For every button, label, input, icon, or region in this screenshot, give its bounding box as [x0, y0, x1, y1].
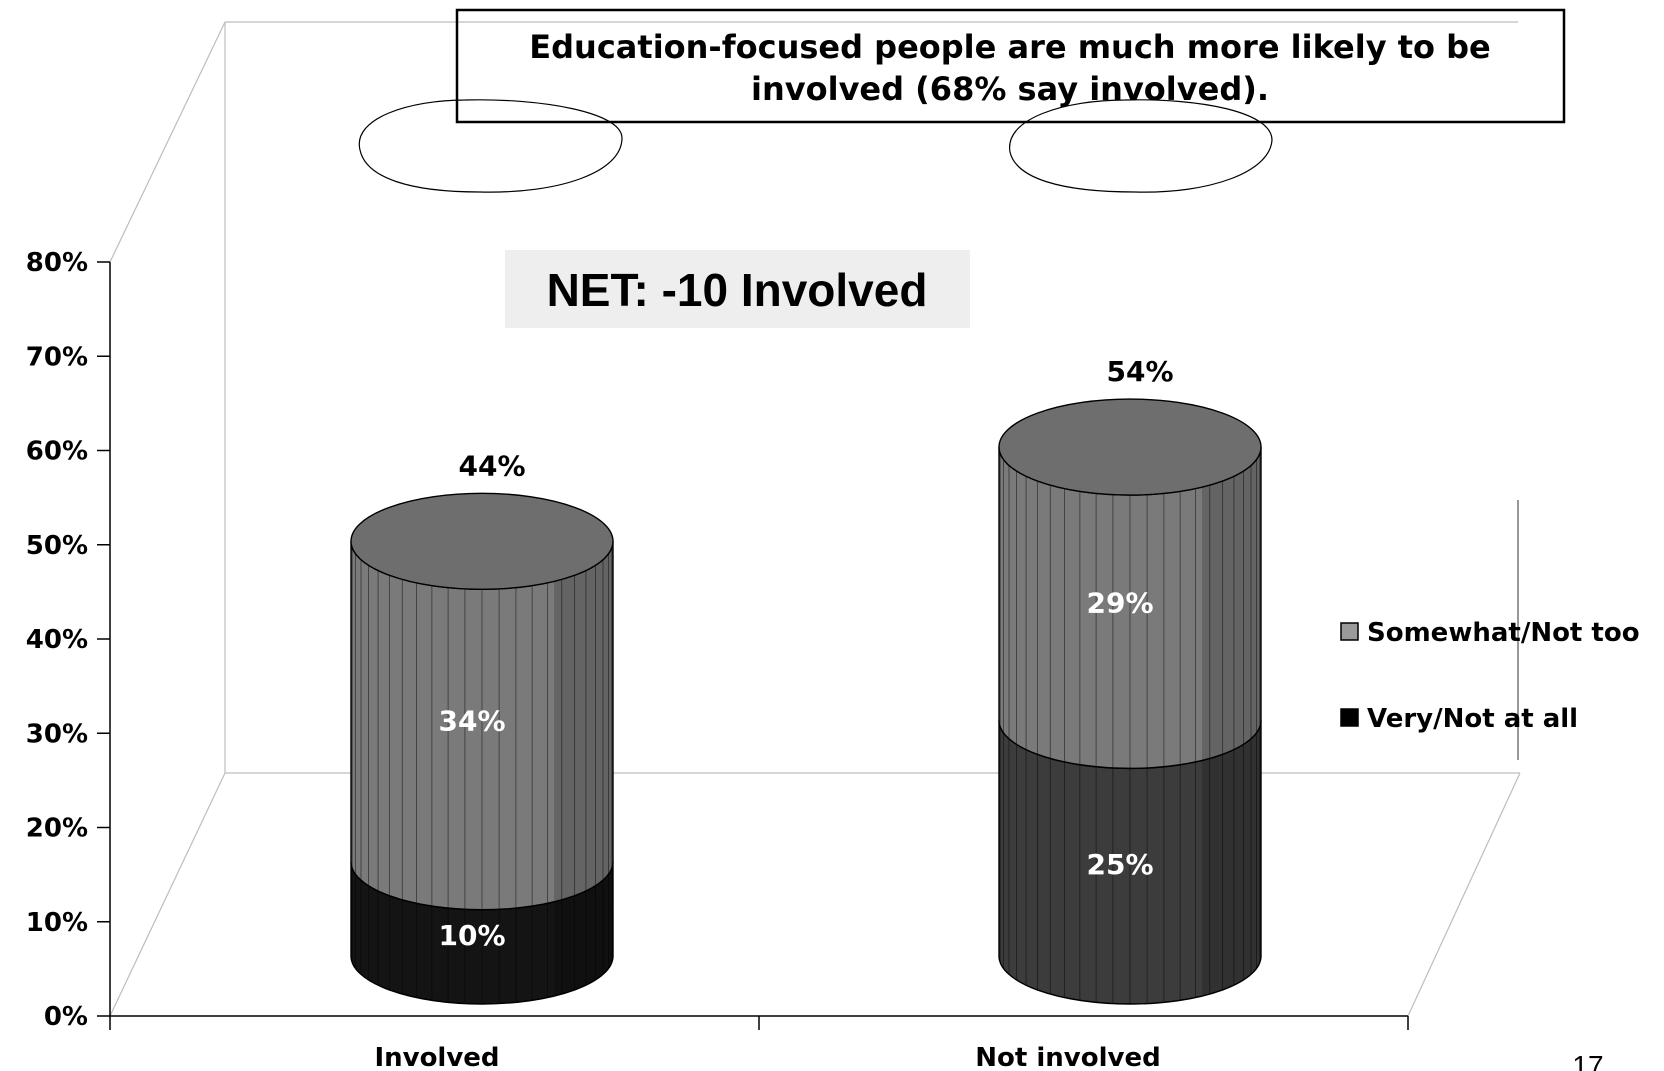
y-tick-label: 50% — [26, 531, 88, 561]
y-axis-ticks: 0% 10% 20% 30% 40% 50% 60% 70% 80% — [26, 248, 110, 1032]
data-label-very-not-involved: 25% — [1086, 848, 1153, 881]
total-label-not-involved: 54% — [1106, 355, 1173, 388]
y-tick-label: 80% — [26, 248, 88, 278]
bars: 10% 34% 44% 25% 29% 54% — [350, 355, 1262, 1005]
callout-box: Education-focused people are much more l… — [455, 8, 1566, 124]
highlight-oval-involved — [358, 99, 623, 193]
x-tick-label-involved: Involved — [374, 1043, 499, 1071]
callout-line-2: involved (68% say involved). — [751, 70, 1269, 108]
legend-swatch-very — [1340, 708, 1359, 727]
y-tick-label: 20% — [26, 814, 88, 844]
data-label-very-involved: 10% — [438, 919, 505, 952]
chart-frame — [109, 21, 1521, 1017]
data-label-somewhat-involved: 34% — [438, 704, 505, 737]
net-label-box: NET: -10 Involved — [505, 250, 970, 328]
bar-very-not-involved — [998, 720, 1262, 1005]
x-tick-label-not-involved: Not involved — [975, 1043, 1160, 1071]
net-label: NET: -10 Involved — [547, 264, 928, 316]
bar-top-cap-not-involved — [998, 398, 1262, 496]
bar-top-cap-involved — [350, 492, 614, 590]
legend-label-somewhat: Somewhat/Not too — [1367, 618, 1640, 648]
legend: Somewhat/Not too Very/Not at all — [1340, 618, 1640, 734]
y-tick-label: 70% — [26, 342, 88, 372]
data-label-somewhat-not-involved: 29% — [1086, 587, 1153, 620]
highlight-oval-not-involved — [1009, 99, 1273, 193]
legend-label-very: Very/Not at all — [1367, 704, 1578, 734]
page-number: 17 — [1572, 1050, 1603, 1071]
bar-very-involved — [350, 861, 614, 1005]
bar-group-involved: 10% 34% 44% — [350, 449, 614, 1005]
callout-line-1: Education-focused people are much more l… — [529, 28, 1490, 66]
bar-somewhat-not-involved — [998, 447, 1262, 770]
y-tick-label: 40% — [26, 625, 88, 655]
total-label-involved: 44% — [458, 449, 525, 482]
y-tick-label: 30% — [26, 719, 88, 749]
y-tick-label: 10% — [26, 908, 88, 938]
y-tick-label: 0% — [44, 1002, 88, 1032]
y-tick-label: 60% — [26, 437, 88, 467]
legend-swatch-somewhat — [1340, 622, 1359, 641]
bar-group-not-involved: 25% 29% 54% — [998, 355, 1262, 1005]
